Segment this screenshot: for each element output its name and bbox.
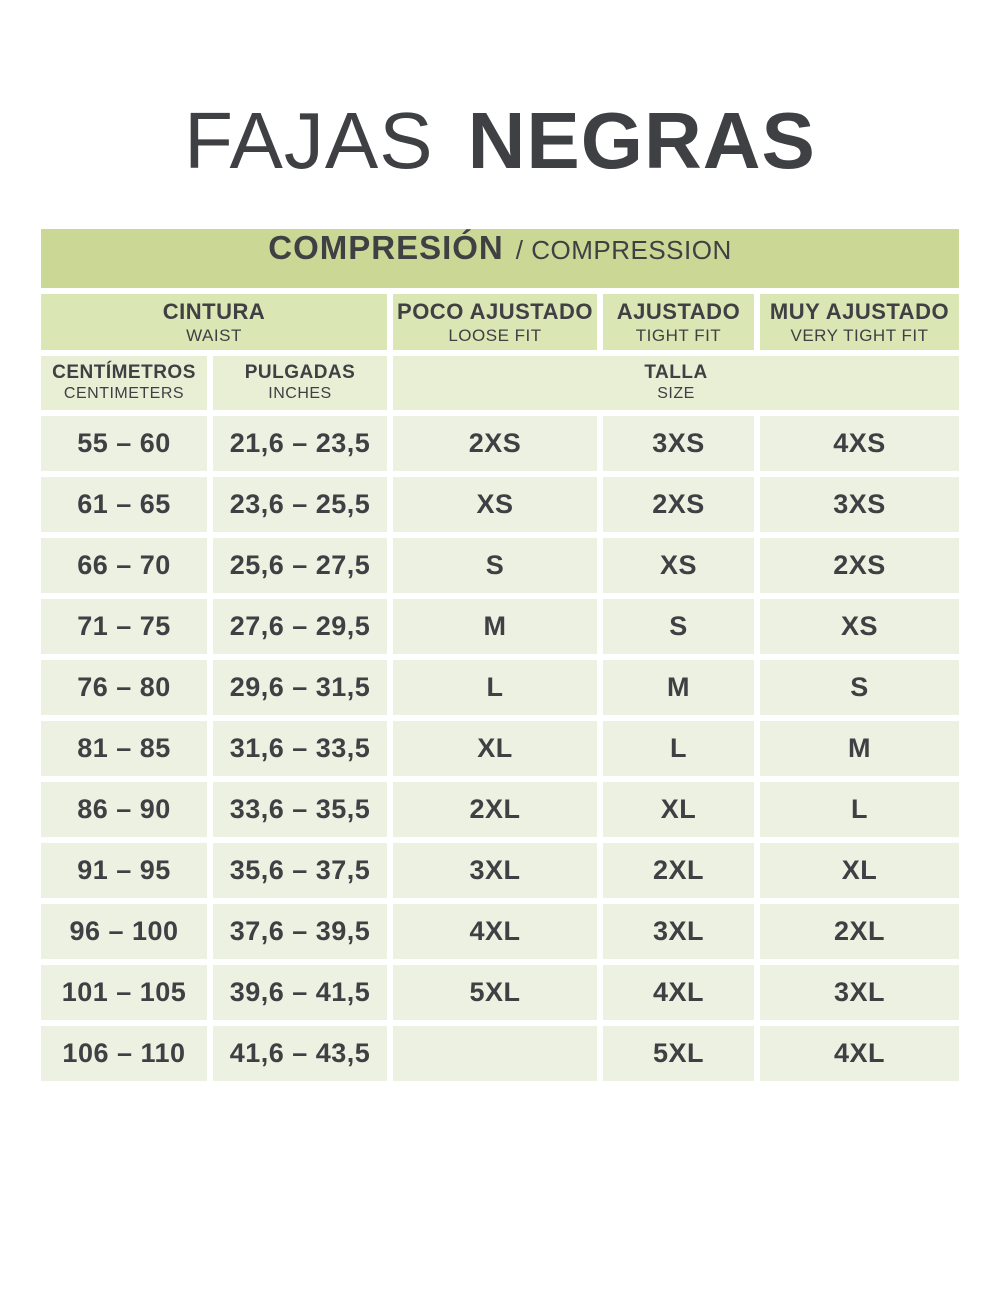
- waist-cm-value: 61 – 65: [41, 477, 207, 532]
- waist-inches-value: 41,6 – 43,5: [213, 1026, 387, 1081]
- size-loose-value: 2XL: [393, 782, 597, 837]
- centimeters-label-es: CENTÍMETROS: [52, 362, 196, 384]
- compression-label-en: / COMPRESSION: [515, 235, 732, 265]
- waist-inches-value: 27,6 – 29,5: [213, 599, 387, 654]
- page-title: FAJAS NEGRAS: [0, 100, 1000, 182]
- waist-label-es: CINTURA: [162, 298, 266, 324]
- waist-cm-value: 76 – 80: [41, 660, 207, 715]
- waist-inches-value: 29,6 – 31,5: [213, 660, 387, 715]
- size-label-es: TALLA: [644, 362, 708, 384]
- waist-cm-value: 91 – 95: [41, 843, 207, 898]
- size-very-tight-value: 4XS: [760, 416, 959, 471]
- subheader-size: TALLA SIZE: [393, 356, 959, 410]
- waist-inches-value: 21,6 – 23,5: [213, 416, 387, 471]
- waist-inches-value: 37,6 – 39,5: [213, 904, 387, 959]
- column-header-very-tight-fit: MUY AJUSTADO VERY TIGHT FIT: [760, 294, 959, 350]
- loose-fit-label-en: LOOSE FIT: [448, 325, 542, 345]
- very-tight-fit-label-es: MUY AJUSTADO: [769, 298, 950, 324]
- size-loose-value: 4XL: [393, 904, 597, 959]
- size-very-tight-value: XS: [760, 599, 959, 654]
- size-very-tight-value: 2XL: [760, 904, 959, 959]
- size-tight-value: XS: [603, 538, 754, 593]
- size-tight-value: M: [603, 660, 754, 715]
- size-tight-value: XL: [603, 782, 754, 837]
- size-loose-value: XS: [393, 477, 597, 532]
- size-loose-value: 3XL: [393, 843, 597, 898]
- tight-fit-label-en: TIGHT FIT: [635, 325, 722, 345]
- waist-inches-value: 31,6 – 33,5: [213, 721, 387, 776]
- waist-inches-value: 39,6 – 41,5: [213, 965, 387, 1020]
- size-loose-value: M: [393, 599, 597, 654]
- waist-cm-value: 101 – 105: [41, 965, 207, 1020]
- waist-inches-value: 25,6 – 27,5: [213, 538, 387, 593]
- waist-cm-value: 96 – 100: [41, 904, 207, 959]
- subheader-inches: PULGADAS INCHES: [213, 356, 387, 410]
- loose-fit-label-es: POCO AJUSTADO: [397, 298, 593, 324]
- inches-label-en: INCHES: [268, 385, 332, 403]
- size-tight-value: 5XL: [603, 1026, 754, 1081]
- waist-inches-value: 33,6 – 35,5: [213, 782, 387, 837]
- size-very-tight-value: XL: [760, 843, 959, 898]
- waist-cm-value: 66 – 70: [41, 538, 207, 593]
- size-very-tight-value: 3XL: [760, 965, 959, 1020]
- waist-cm-value: 86 – 90: [41, 782, 207, 837]
- size-loose-value: L: [393, 660, 597, 715]
- size-tight-value: 2XS: [603, 477, 754, 532]
- size-very-tight-value: M: [760, 721, 959, 776]
- waist-label-en: WAIST: [186, 325, 242, 345]
- size-chart-page: FAJAS NEGRAS COMPRESIÓN / COMPRESSION CIN…: [0, 100, 1000, 1081]
- subheader-centimeters: CENTÍMETROS CENTIMETERS: [41, 356, 207, 410]
- compression-label-es: COMPRESIÓN: [268, 229, 504, 266]
- waist-inches-value: 35,6 – 37,5: [213, 843, 387, 898]
- size-tight-value: 3XL: [603, 904, 754, 959]
- size-very-tight-value: 4XL: [760, 1026, 959, 1081]
- centimeters-label-en: CENTIMETERS: [63, 385, 185, 403]
- size-loose-value: 2XS: [393, 416, 597, 471]
- table-header-compression: COMPRESIÓN / COMPRESSION: [41, 229, 959, 288]
- size-very-tight-value: L: [760, 782, 959, 837]
- size-loose-value: XL: [393, 721, 597, 776]
- size-loose-value: S: [393, 538, 597, 593]
- size-tight-value: 4XL: [603, 965, 754, 1020]
- tight-fit-label-es: AJUSTADO: [616, 298, 741, 324]
- page-title-word-fajas: FAJAS: [184, 96, 434, 185]
- size-very-tight-value: 2XS: [760, 538, 959, 593]
- size-tight-value: L: [603, 721, 754, 776]
- size-tight-value: 2XL: [603, 843, 754, 898]
- size-label-en: SIZE: [657, 385, 695, 403]
- column-header-tight-fit: AJUSTADO TIGHT FIT: [603, 294, 754, 350]
- size-tight-value: S: [603, 599, 754, 654]
- waist-cm-value: 81 – 85: [41, 721, 207, 776]
- very-tight-fit-label-en: VERY TIGHT FIT: [790, 325, 929, 345]
- column-header-loose-fit: POCO AJUSTADO LOOSE FIT: [393, 294, 597, 350]
- page-title-word-negras: NEGRAS: [467, 96, 816, 185]
- size-very-tight-value: 3XS: [760, 477, 959, 532]
- inches-label-es: PULGADAS: [244, 362, 356, 384]
- size-very-tight-value: S: [760, 660, 959, 715]
- waist-cm-value: 71 – 75: [41, 599, 207, 654]
- waist-cm-value: 106 – 110: [41, 1026, 207, 1081]
- size-loose-value-empty: [393, 1026, 597, 1081]
- waist-inches-value: 23,6 – 25,5: [213, 477, 387, 532]
- waist-cm-value: 55 – 60: [41, 416, 207, 471]
- size-loose-value: 5XL: [393, 965, 597, 1020]
- size-tight-value: 3XS: [603, 416, 754, 471]
- column-header-waist: CINTURA WAIST: [41, 294, 387, 350]
- compression-size-table: COMPRESIÓN / COMPRESSION CINTURA WAIST P…: [41, 229, 959, 1081]
